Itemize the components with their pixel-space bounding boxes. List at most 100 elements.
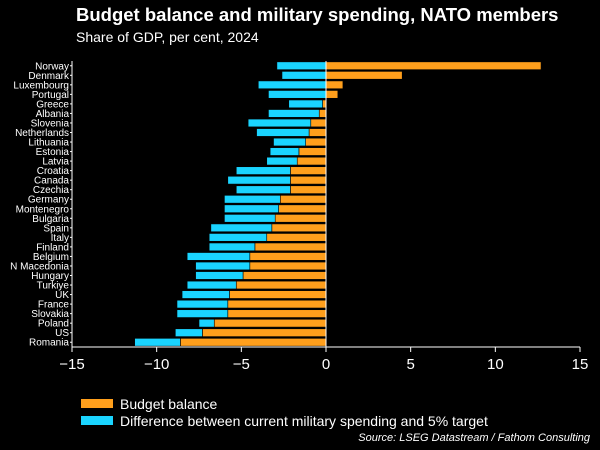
category-label: US — [55, 328, 69, 339]
chart-subtitle: Share of GDP, per cent, 2024 — [76, 29, 259, 45]
bar-budget — [227, 309, 327, 318]
x-tick-label: 0 — [322, 356, 330, 373]
category-label: Finland — [36, 242, 69, 253]
bar-budget — [296, 156, 327, 166]
category-label: Netherlands — [15, 128, 69, 139]
bar-budget — [325, 90, 339, 99]
bar-budget — [290, 166, 327, 175]
axes-group: NorwayDenmarkLuxembourgPortugalGreeceAlb… — [10, 61, 588, 373]
bar-gap — [235, 166, 291, 175]
category-label: Portugal — [32, 90, 69, 101]
bar-budget — [325, 80, 344, 90]
bar-gap — [186, 280, 237, 290]
bar-budget — [227, 299, 327, 309]
bar-budget — [310, 118, 327, 128]
category-label: Bulgaria — [32, 214, 69, 225]
bar-gap — [174, 328, 203, 337]
bar-gap — [210, 223, 273, 233]
category-label: Belgium — [33, 252, 69, 263]
category-label: Greece — [36, 99, 69, 110]
bar-budget — [290, 175, 327, 185]
legend-item-gap: Difference between current military spen… — [80, 412, 488, 429]
category-label: Norway — [35, 61, 69, 72]
bar-budget — [298, 147, 327, 156]
category-label: Latvia — [42, 157, 69, 168]
category-label: Germany — [28, 195, 69, 206]
bar-gap — [235, 185, 291, 194]
bar-gap — [224, 214, 276, 223]
bar-gap — [195, 271, 244, 280]
bar-gap — [224, 204, 279, 213]
category-label: Czechia — [33, 185, 70, 196]
legend-swatch-budget — [80, 398, 114, 409]
bar-budget — [180, 338, 327, 347]
bar-budget — [290, 185, 327, 194]
x-tick-label: −10 — [144, 356, 169, 373]
bar-gap — [198, 318, 215, 328]
bar-gap — [208, 233, 268, 242]
bar-gap — [227, 175, 291, 185]
bar-budget — [202, 328, 327, 337]
category-label: Poland — [38, 319, 69, 330]
legend-swatch-gap — [80, 415, 114, 426]
chart-title: Budget balance and military spending, NA… — [76, 4, 559, 25]
bar-budget — [266, 233, 327, 242]
legend-label-budget: Budget balance — [120, 395, 218, 412]
category-label: Montenegro — [16, 204, 70, 215]
bar-budget — [235, 280, 327, 290]
category-label: Estonia — [36, 147, 70, 158]
x-tick-label: 10 — [487, 356, 504, 373]
source-note: Source: LSEG Datastream / Fathom Consult… — [358, 432, 590, 444]
bar-gap — [273, 137, 306, 147]
bar-gap — [195, 261, 251, 271]
bar-gap — [276, 61, 327, 70]
bar-budget — [249, 261, 327, 271]
bar-gap — [186, 252, 251, 261]
category-label: Spain — [43, 223, 69, 234]
bar-budget — [279, 195, 327, 204]
bar-gap — [208, 242, 256, 252]
category-label: Denmark — [28, 71, 70, 82]
category-label: Turkiye — [37, 281, 70, 292]
bar-budget — [229, 290, 327, 299]
bar-budget — [322, 99, 327, 109]
bars-group — [134, 61, 542, 347]
legend-label-gap: Difference between current military spen… — [120, 412, 488, 429]
category-label: Canada — [34, 176, 69, 187]
category-label: Luxembourg — [13, 80, 69, 91]
x-tick-label: −15 — [59, 356, 84, 373]
bar-budget — [325, 61, 542, 70]
category-label: Italy — [51, 233, 69, 244]
category-label: Hungary — [31, 271, 69, 282]
bar-budget — [254, 242, 327, 252]
bar-gap — [176, 299, 229, 309]
bar-gap — [269, 147, 300, 156]
category-label: Slovenia — [31, 118, 70, 129]
category-label: Croatia — [37, 166, 70, 177]
bar-gap — [288, 99, 323, 109]
x-tick-label: −5 — [233, 356, 250, 373]
bar-budget — [318, 109, 327, 118]
category-label: Lithuania — [28, 138, 69, 149]
category-label: Albania — [36, 109, 70, 120]
bar-gap — [281, 71, 327, 80]
bar-budget — [278, 204, 327, 213]
bar-budget — [305, 137, 327, 147]
bar-budget — [325, 71, 403, 80]
category-label: France — [38, 300, 70, 311]
bar-gap — [181, 290, 230, 299]
bar-gap — [176, 309, 229, 318]
category-label: UK — [55, 290, 69, 301]
bar-gap — [268, 90, 327, 99]
bar-gap — [224, 195, 281, 204]
bar-gap — [256, 128, 310, 137]
bar-budget — [274, 214, 327, 223]
legend-item-budget: Budget balance — [80, 395, 488, 412]
bar-budget — [242, 271, 327, 280]
bar-budget — [271, 223, 327, 233]
bar-budget — [308, 128, 327, 137]
bar-budget — [249, 252, 327, 261]
x-tick-label: 15 — [572, 356, 589, 373]
category-label: N Macedonia — [10, 261, 69, 272]
category-label: Slovakia — [31, 309, 69, 320]
